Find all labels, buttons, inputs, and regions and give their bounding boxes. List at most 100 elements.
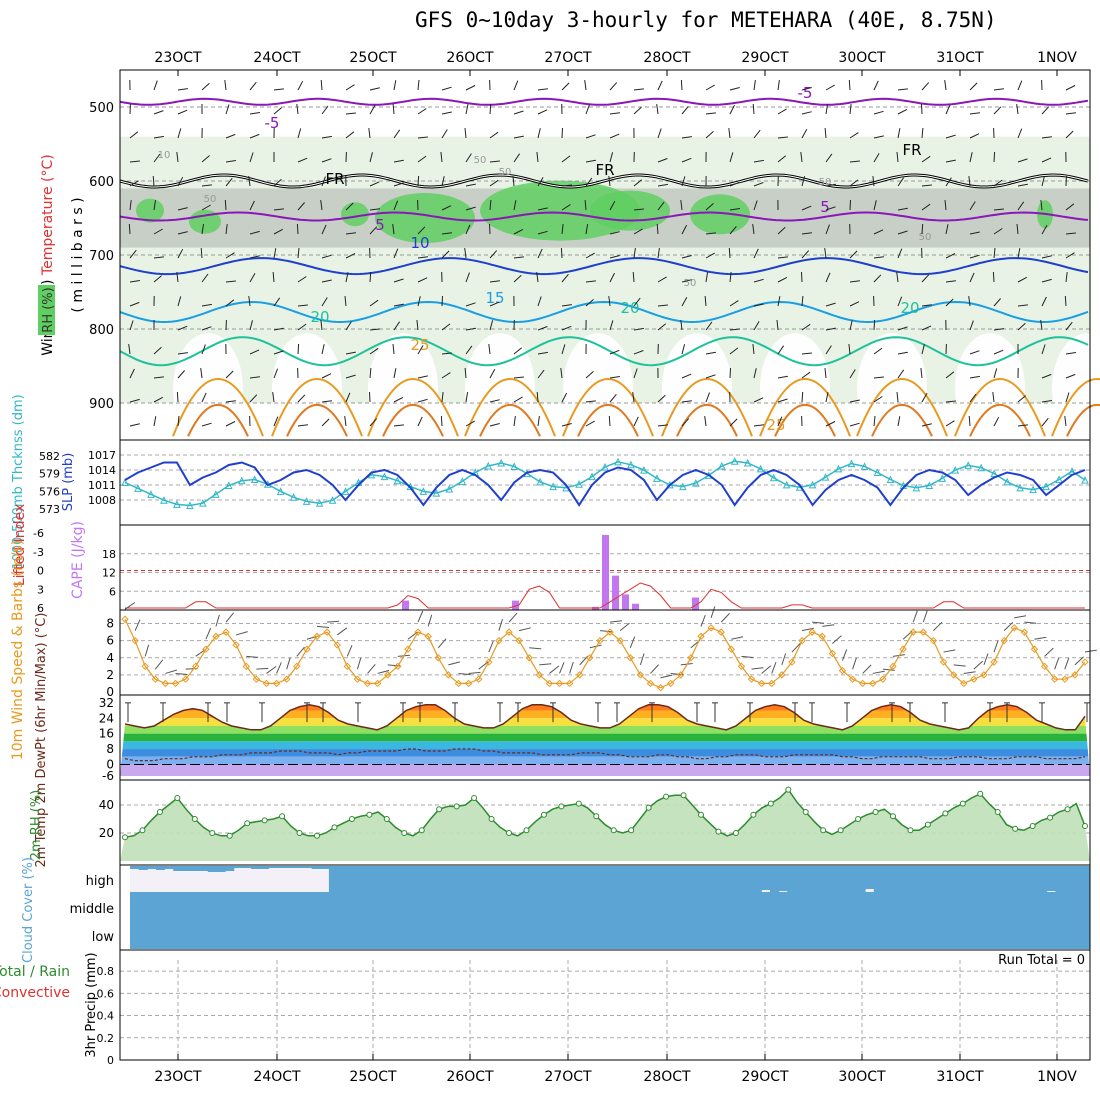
wind-barb: [1016, 104, 1019, 115]
wind10m-marker: [1071, 671, 1079, 679]
wind-barb: [1064, 416, 1067, 427]
wind-barb: [249, 112, 260, 115]
isotherm-25: [1051, 377, 1100, 437]
slp-tick: 1011: [88, 479, 116, 492]
slp-tick: 1008: [88, 494, 116, 507]
wind-barb: [201, 224, 204, 235]
wind-barb: [129, 249, 137, 259]
date-label-bottom: 30OCT: [838, 1069, 886, 1085]
wind-barb: [849, 179, 859, 187]
wind-barb: [729, 152, 734, 163]
wind-barb: [369, 152, 373, 163]
wind-barb: [297, 157, 308, 163]
cape-bar: [402, 600, 409, 610]
wind10m-marker: [181, 675, 190, 683]
cloud-high-bar: [631, 866, 641, 896]
rh-marker: [453, 803, 460, 810]
thickness-marker: [601, 463, 609, 471]
rh-green-blob: [590, 190, 670, 231]
wind-barb: [393, 200, 399, 211]
wind-barb: [273, 368, 279, 379]
wind10m-barb: [619, 622, 630, 632]
thickness-marker: [328, 496, 337, 504]
wind-barb: [633, 179, 643, 187]
temp-band: [120, 741, 1090, 750]
wind10m-marker: [929, 636, 938, 645]
cloud-high-bar: [752, 866, 762, 896]
thickness-marker: [484, 461, 493, 470]
wind-barb: [777, 226, 786, 235]
wind-barb: [897, 296, 903, 307]
cape-bar: [612, 575, 619, 610]
rh-green-blob: [136, 198, 164, 223]
wind-barb: [993, 298, 1001, 307]
wind10m-marker: [474, 675, 483, 683]
wind10m-barb: [175, 672, 188, 675]
rh-marker: [139, 827, 146, 834]
wind-barb: [441, 250, 450, 259]
rh-marker: [750, 811, 757, 818]
thickness-marker: [938, 474, 947, 482]
wind-tick: 2: [106, 668, 114, 682]
thickness-marker: [445, 484, 454, 493]
wind-barb: [441, 323, 451, 331]
wind-barb: [177, 88, 188, 91]
wind-barb: [848, 344, 851, 355]
date-label-bottom: 29OCT: [741, 1069, 789, 1085]
wind-barb: [1017, 304, 1028, 307]
wind-barb: [561, 344, 566, 355]
wind-barb: [369, 367, 372, 379]
wind10m-barb: [781, 653, 787, 666]
wind10m-barb: [529, 647, 542, 650]
wind10m-barb: [801, 627, 814, 632]
wind-barb: [153, 200, 156, 211]
rh-marker: [558, 803, 565, 810]
cloud-high-bar: [277, 866, 287, 868]
wind-barb: [369, 328, 380, 331]
wind-barb: [657, 201, 665, 211]
chart-title: GFS 0~10day 3-hourly for METEHARA (40E, …: [415, 8, 997, 32]
y-label-slp-text: SLP (mb): [61, 453, 76, 512]
thickness-marker: [147, 490, 155, 498]
cape-tick: 18: [102, 548, 116, 561]
wind-barb: [321, 344, 325, 355]
wind-barb: [441, 86, 452, 91]
wind-barb: [585, 371, 594, 379]
wind-barb: [777, 256, 788, 259]
isotherm-5: [119, 211, 1089, 222]
wind-barb: [753, 397, 764, 403]
wind-barb: [296, 104, 299, 115]
cloud-high-bar: [579, 866, 589, 896]
y-label-precip-text: 3hr Precip (mm): [84, 952, 99, 1057]
wind-barb: [969, 112, 980, 115]
thickness-marker: [575, 480, 583, 488]
wind-barb: [321, 224, 327, 235]
cloud-high-bar: [302, 866, 313, 868]
cloud-high-bar: [692, 866, 702, 895]
cloud-high-bar: [372, 866, 382, 894]
wind-barb: [513, 256, 524, 259]
wind-barb: [993, 88, 1004, 91]
wind10m-barb: [246, 655, 259, 658]
wind-barb: [129, 320, 134, 331]
wind10m-marker: [798, 636, 806, 645]
wind-barb: [368, 128, 371, 139]
wind-barb: [489, 423, 500, 427]
wind-barb: [441, 372, 451, 379]
wind-barb: [657, 323, 667, 331]
thickness-marker: [393, 476, 402, 485]
wind-barb: [201, 422, 212, 427]
wind-barb: [129, 280, 140, 283]
wind-barb: [729, 367, 731, 379]
wind-barb: [801, 271, 803, 283]
contour-label: -5: [798, 84, 813, 102]
wind-barb: [609, 231, 620, 235]
wind-barb: [801, 176, 806, 187]
wind10m-marker: [192, 662, 200, 671]
cloud-high-bar: [917, 866, 927, 896]
rh-marker: [628, 827, 635, 834]
rh-marker: [907, 827, 914, 834]
wind10m-marker: [555, 679, 564, 688]
wind10m-marker: [373, 679, 382, 688]
wind-barb: [129, 200, 132, 211]
